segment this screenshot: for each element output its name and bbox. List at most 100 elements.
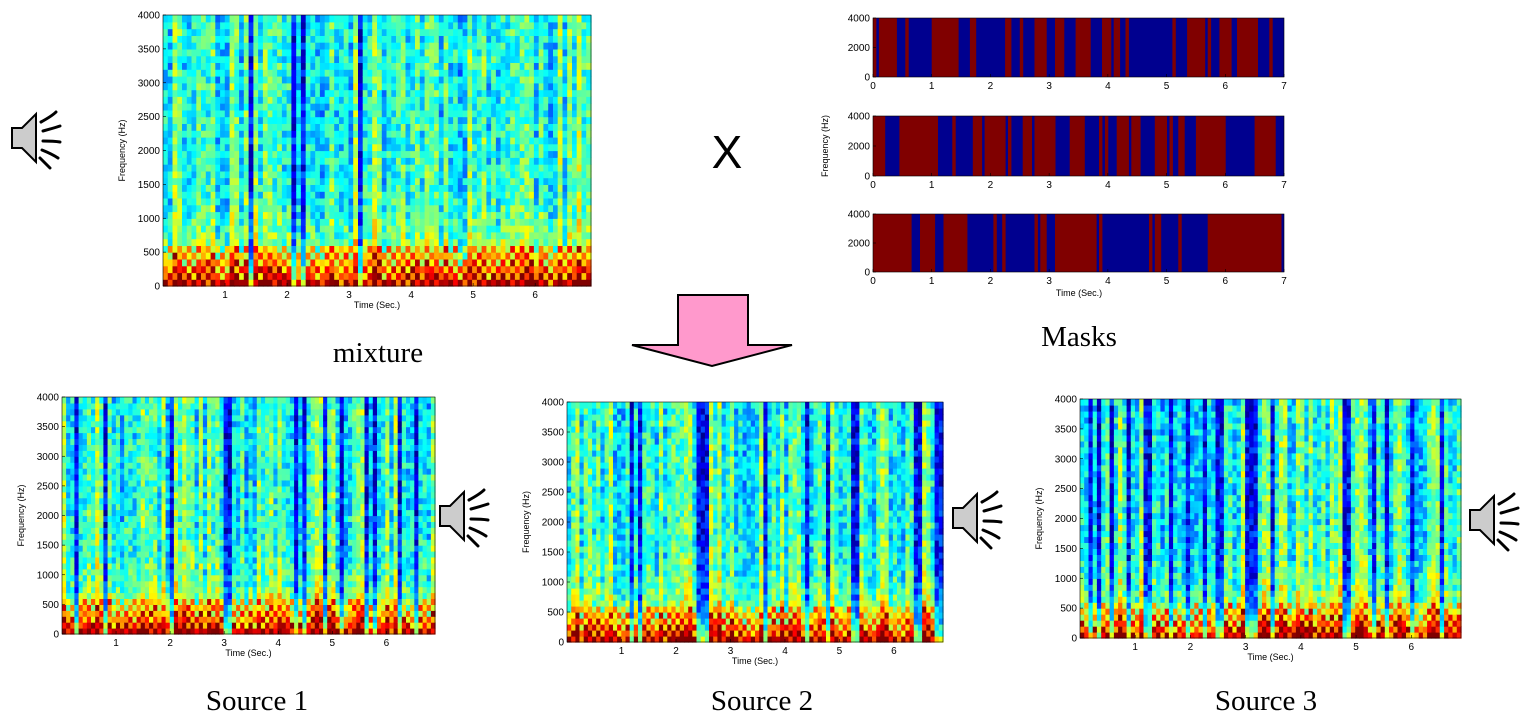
- spectrogram-cell: [87, 415, 92, 422]
- spectrogram-cell: [291, 232, 296, 239]
- spectrogram-cell: [166, 450, 171, 457]
- spectrogram-cell: [453, 15, 458, 22]
- x-tick-label: 2: [284, 290, 290, 301]
- spectrogram-cell: [220, 110, 225, 117]
- speaker-icon[interactable]: [1470, 494, 1518, 550]
- spectrogram-cell: [515, 232, 520, 239]
- spectrogram-cell: [116, 622, 121, 629]
- spectrogram-cell: [211, 137, 216, 144]
- spectrogram-cell: [70, 616, 75, 623]
- spectrogram-cell: [83, 599, 88, 606]
- spectrogram-cell: [482, 198, 487, 205]
- spectrogram-cell: [368, 137, 373, 144]
- spectrogram-cell: [329, 62, 334, 69]
- spectrogram-cell: [529, 56, 534, 63]
- spectrogram-cell: [108, 421, 113, 428]
- spectrogram-cell: [182, 259, 187, 266]
- spectrogram-cell: [463, 22, 468, 29]
- spectrogram-cell: [201, 35, 206, 42]
- spectrogram-cell: [372, 117, 377, 124]
- speaker-icon[interactable]: [12, 112, 60, 168]
- spectrogram-cell: [70, 439, 75, 446]
- spectrogram-cell: [315, 62, 320, 69]
- spectrogram-cell: [396, 90, 401, 97]
- spectrogram-cell: [477, 279, 482, 286]
- spectrogram-cell: [163, 198, 168, 205]
- mask-cell: [1264, 116, 1267, 176]
- spectrogram-cell: [145, 450, 150, 457]
- spectrogram-cell: [467, 232, 472, 239]
- spectrogram-cell: [325, 96, 330, 103]
- spectrogram-cell: [325, 76, 330, 83]
- spectrogram-cell: [425, 212, 430, 219]
- spectrogram-cell: [79, 421, 84, 428]
- mask-cell: [1158, 214, 1161, 272]
- spectrogram-cell: [211, 205, 216, 212]
- spectrogram-cell: [505, 137, 510, 144]
- spectrogram-cell: [353, 83, 358, 90]
- spectrogram-cell: [133, 569, 138, 576]
- spectrogram-cell: [95, 427, 100, 434]
- spectrogram-cell: [230, 15, 235, 22]
- spectrogram-cell: [325, 279, 330, 286]
- mask-cell: [958, 214, 961, 272]
- spectrogram-cell: [173, 137, 178, 144]
- spectrogram-cell: [170, 604, 175, 611]
- spectrogram-cell: [230, 123, 235, 130]
- spectrogram-cell: [145, 587, 150, 594]
- spectrogram-cell: [344, 35, 349, 42]
- spectrogram-cell: [128, 450, 133, 457]
- spectrogram-cell: [539, 49, 544, 56]
- spectrogram-cell: [444, 110, 449, 117]
- spectrogram-cell: [463, 90, 468, 97]
- spectrogram-cell: [472, 218, 477, 225]
- spectrogram-cell: [410, 218, 415, 225]
- spectrogram-cell: [258, 62, 263, 69]
- spectrogram-cell: [258, 245, 263, 252]
- spectrogram-cell: [315, 42, 320, 49]
- spectrogram-cell: [477, 29, 482, 36]
- spectrogram-cell: [87, 604, 92, 611]
- speaker-icon[interactable]: [440, 490, 488, 546]
- spectrogram-cell: [515, 130, 520, 137]
- spectrogram-cell: [515, 272, 520, 279]
- spectrogram-cell: [66, 551, 71, 558]
- spectrogram-cell: [201, 103, 206, 110]
- spectrogram-cell: [173, 178, 178, 185]
- spectrogram-cell: [320, 22, 325, 29]
- y-axis-label: Frequency (Hz): [820, 115, 830, 177]
- spectrogram-cell: [539, 252, 544, 259]
- spectrogram-cell: [444, 239, 449, 246]
- spectrogram-cell: [358, 218, 363, 225]
- spectrogram-cell: [358, 76, 363, 83]
- spectrogram-cell: [145, 539, 150, 546]
- spectrogram-cell: [320, 35, 325, 42]
- spectrogram-cell: [211, 29, 216, 36]
- spectrogram-cell: [145, 415, 150, 422]
- spectrogram-cell: [95, 581, 100, 588]
- spectrogram-cell: [163, 178, 168, 185]
- spectrogram-cell: [177, 42, 182, 49]
- spectrogram-cell: [458, 103, 463, 110]
- spectrogram-cell: [429, 110, 434, 117]
- spectrogram-cell: [358, 117, 363, 124]
- spectrogram-cell: [103, 433, 108, 440]
- spectrogram-cell: [310, 123, 315, 130]
- speaker-icon[interactable]: [953, 492, 1001, 548]
- spectrogram-cell: [505, 123, 510, 130]
- spectrogram-cell: [505, 232, 510, 239]
- spectrogram-cell: [406, 130, 411, 137]
- spectrogram-cell: [415, 117, 420, 124]
- spectrogram-cell: [491, 212, 496, 219]
- spectrogram-cell: [196, 29, 201, 36]
- spectrogram-cell: [439, 212, 444, 219]
- spectrogram-cell: [543, 245, 548, 252]
- spectrogram-cell: [448, 76, 453, 83]
- spectrogram-cell: [220, 164, 225, 171]
- spectrogram-cell: [349, 184, 354, 191]
- spectrogram-cell: [230, 205, 235, 212]
- spectrogram-cell: [112, 474, 117, 481]
- mask-cell: [1255, 214, 1258, 272]
- spectrogram-cell: [368, 22, 373, 29]
- spectrogram-cell: [306, 205, 311, 212]
